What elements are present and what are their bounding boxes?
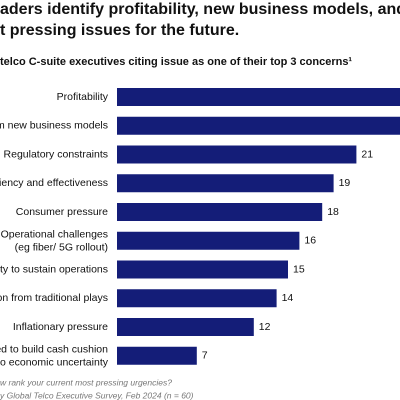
category-label: Operational challenges (eg fiber/ 5G roll… xyxy=(1,228,108,253)
bar xyxy=(117,346,197,365)
bar xyxy=(117,203,323,221)
value-label: 18 xyxy=(327,206,339,218)
category-label: Inflationary pressure xyxy=(13,321,108,333)
footnote: w rank your current most pressing urgenc… xyxy=(0,377,172,387)
value-label: 16 xyxy=(304,235,316,247)
bar xyxy=(117,260,288,279)
footnote: y Global Telco Executive Survey, Feb 202… xyxy=(0,390,194,400)
category-label: Regulatory constraints xyxy=(4,148,108,160)
category-label: etition from traditional plays xyxy=(0,292,108,304)
chart-subtitle: telco C-suite executives citing issue as… xyxy=(0,56,352,68)
value-label: 15 xyxy=(293,263,305,275)
category-label: from new business models xyxy=(0,120,108,132)
value-label: 12 xyxy=(259,321,271,333)
value-label: 14 xyxy=(282,292,294,304)
bar xyxy=(117,116,400,135)
chart-title: aders identify profitability, new busine… xyxy=(0,1,400,18)
bar xyxy=(117,174,334,193)
value-label: 21 xyxy=(361,148,373,160)
value-label: 7 xyxy=(202,350,208,362)
bar xyxy=(117,88,400,106)
bar xyxy=(117,231,300,250)
bar xyxy=(117,289,277,308)
category-label: efficiency and effectiveness xyxy=(0,177,108,189)
category-label: Need to build cash cushionue to economic… xyxy=(0,343,109,368)
chart-title: t pressing issues for the future. xyxy=(0,22,239,39)
category-label: uidity to sustain operations xyxy=(0,263,108,275)
category-label: Consumer pressure xyxy=(16,206,108,218)
value-label: 19 xyxy=(339,177,351,189)
bar xyxy=(117,318,254,336)
bar xyxy=(117,145,357,164)
category-label: Profitability xyxy=(57,91,109,103)
